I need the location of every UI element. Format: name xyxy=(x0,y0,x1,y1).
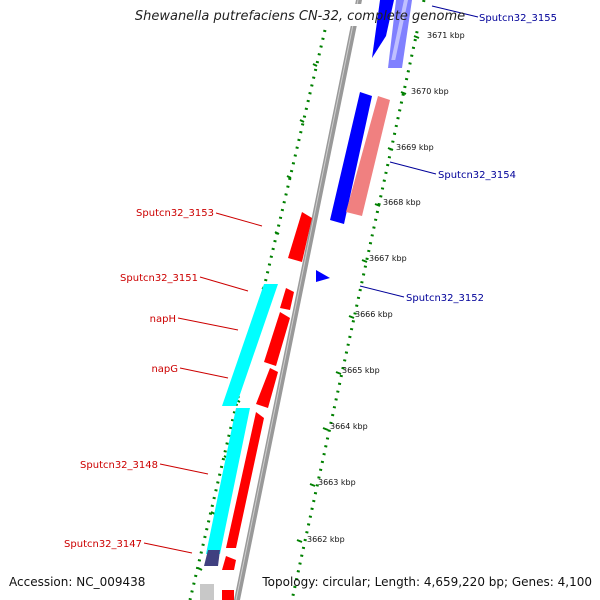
gene-label-right[interactable]: Sputcn32_3154 xyxy=(438,170,516,181)
gene-3147-cds xyxy=(222,556,236,570)
genome-title: Shewanella putrefaciens CN-32, complete … xyxy=(134,9,466,24)
gene-3154-cds xyxy=(330,92,372,224)
outer-dotted-ring xyxy=(188,29,327,600)
tick-label: 3669 kbp xyxy=(396,143,434,152)
inner-dotted-ring xyxy=(290,0,426,600)
gene-3148-cds xyxy=(226,412,264,548)
gene-3154-gene xyxy=(346,96,390,216)
bottom-feature-gray xyxy=(200,584,214,600)
gene-label-right[interactable]: Sputcn32_3155 xyxy=(479,13,557,24)
backbone-highlight xyxy=(235,0,359,600)
gene-label-left[interactable]: Sputcn32_3151 xyxy=(120,273,198,284)
tick-label: 3666 kbp xyxy=(355,310,393,319)
gene-3147-gene xyxy=(204,550,220,566)
right-connectors xyxy=(359,5,479,298)
gene-3148-rna xyxy=(206,408,250,554)
gene-label-left[interactable]: Sputcn32_3147 xyxy=(64,539,142,550)
bottom-feature-red xyxy=(222,590,234,600)
left-gene-labels: Sputcn32_3153 Sputcn32_3151 napH napG Sputcn… xyxy=(64,208,214,550)
gene-3152-cds xyxy=(316,270,330,282)
gene-label-left[interactable]: Sputcn32_3153 xyxy=(136,208,214,219)
tick-label: 3667 kbp xyxy=(369,254,407,263)
gene-label-left[interactable]: napG xyxy=(151,364,178,375)
gene-3153-cds xyxy=(288,212,312,262)
tick-label: 3663 kbp xyxy=(318,478,356,487)
gene-label-left[interactable]: Sputcn32_3148 xyxy=(80,460,158,471)
gene-napG-cds xyxy=(256,368,278,408)
left-connectors xyxy=(143,212,263,554)
accession-text: Accession: NC_009438 xyxy=(9,575,146,589)
tick-label: 3665 kbp xyxy=(342,366,380,375)
tick-label: 3670 kbp xyxy=(411,87,449,96)
gene-3155-gene-edge xyxy=(391,0,408,60)
tick-label: 3671 kbp xyxy=(427,31,465,40)
tick-label: 3662 kbp xyxy=(307,535,345,544)
inner-major-ticks xyxy=(296,35,420,543)
genome-backbone xyxy=(234,0,362,600)
gene-3151-rna xyxy=(222,284,278,406)
gene-3155-cds-top xyxy=(372,0,394,58)
gene-napH-cds xyxy=(264,312,290,366)
right-gene-labels: Sputcn32_3155 Sputcn32_3154 Sputcn32_3152 xyxy=(406,13,557,304)
tick-label: 3664 kbp xyxy=(330,422,368,431)
gene-3151-cds xyxy=(280,288,294,310)
tick-labels: 3671 kbp 3670 kbp 3669 kbp 3668 kbp 3667 kbp… xyxy=(307,31,465,544)
topology-text: Topology: circular; Length: 4,659,220 bp… xyxy=(262,575,592,589)
tick-label: 3668 kbp xyxy=(383,198,421,207)
gene-label-right[interactable]: Sputcn32_3152 xyxy=(406,293,484,304)
gene-label-left[interactable]: napH xyxy=(150,314,176,325)
